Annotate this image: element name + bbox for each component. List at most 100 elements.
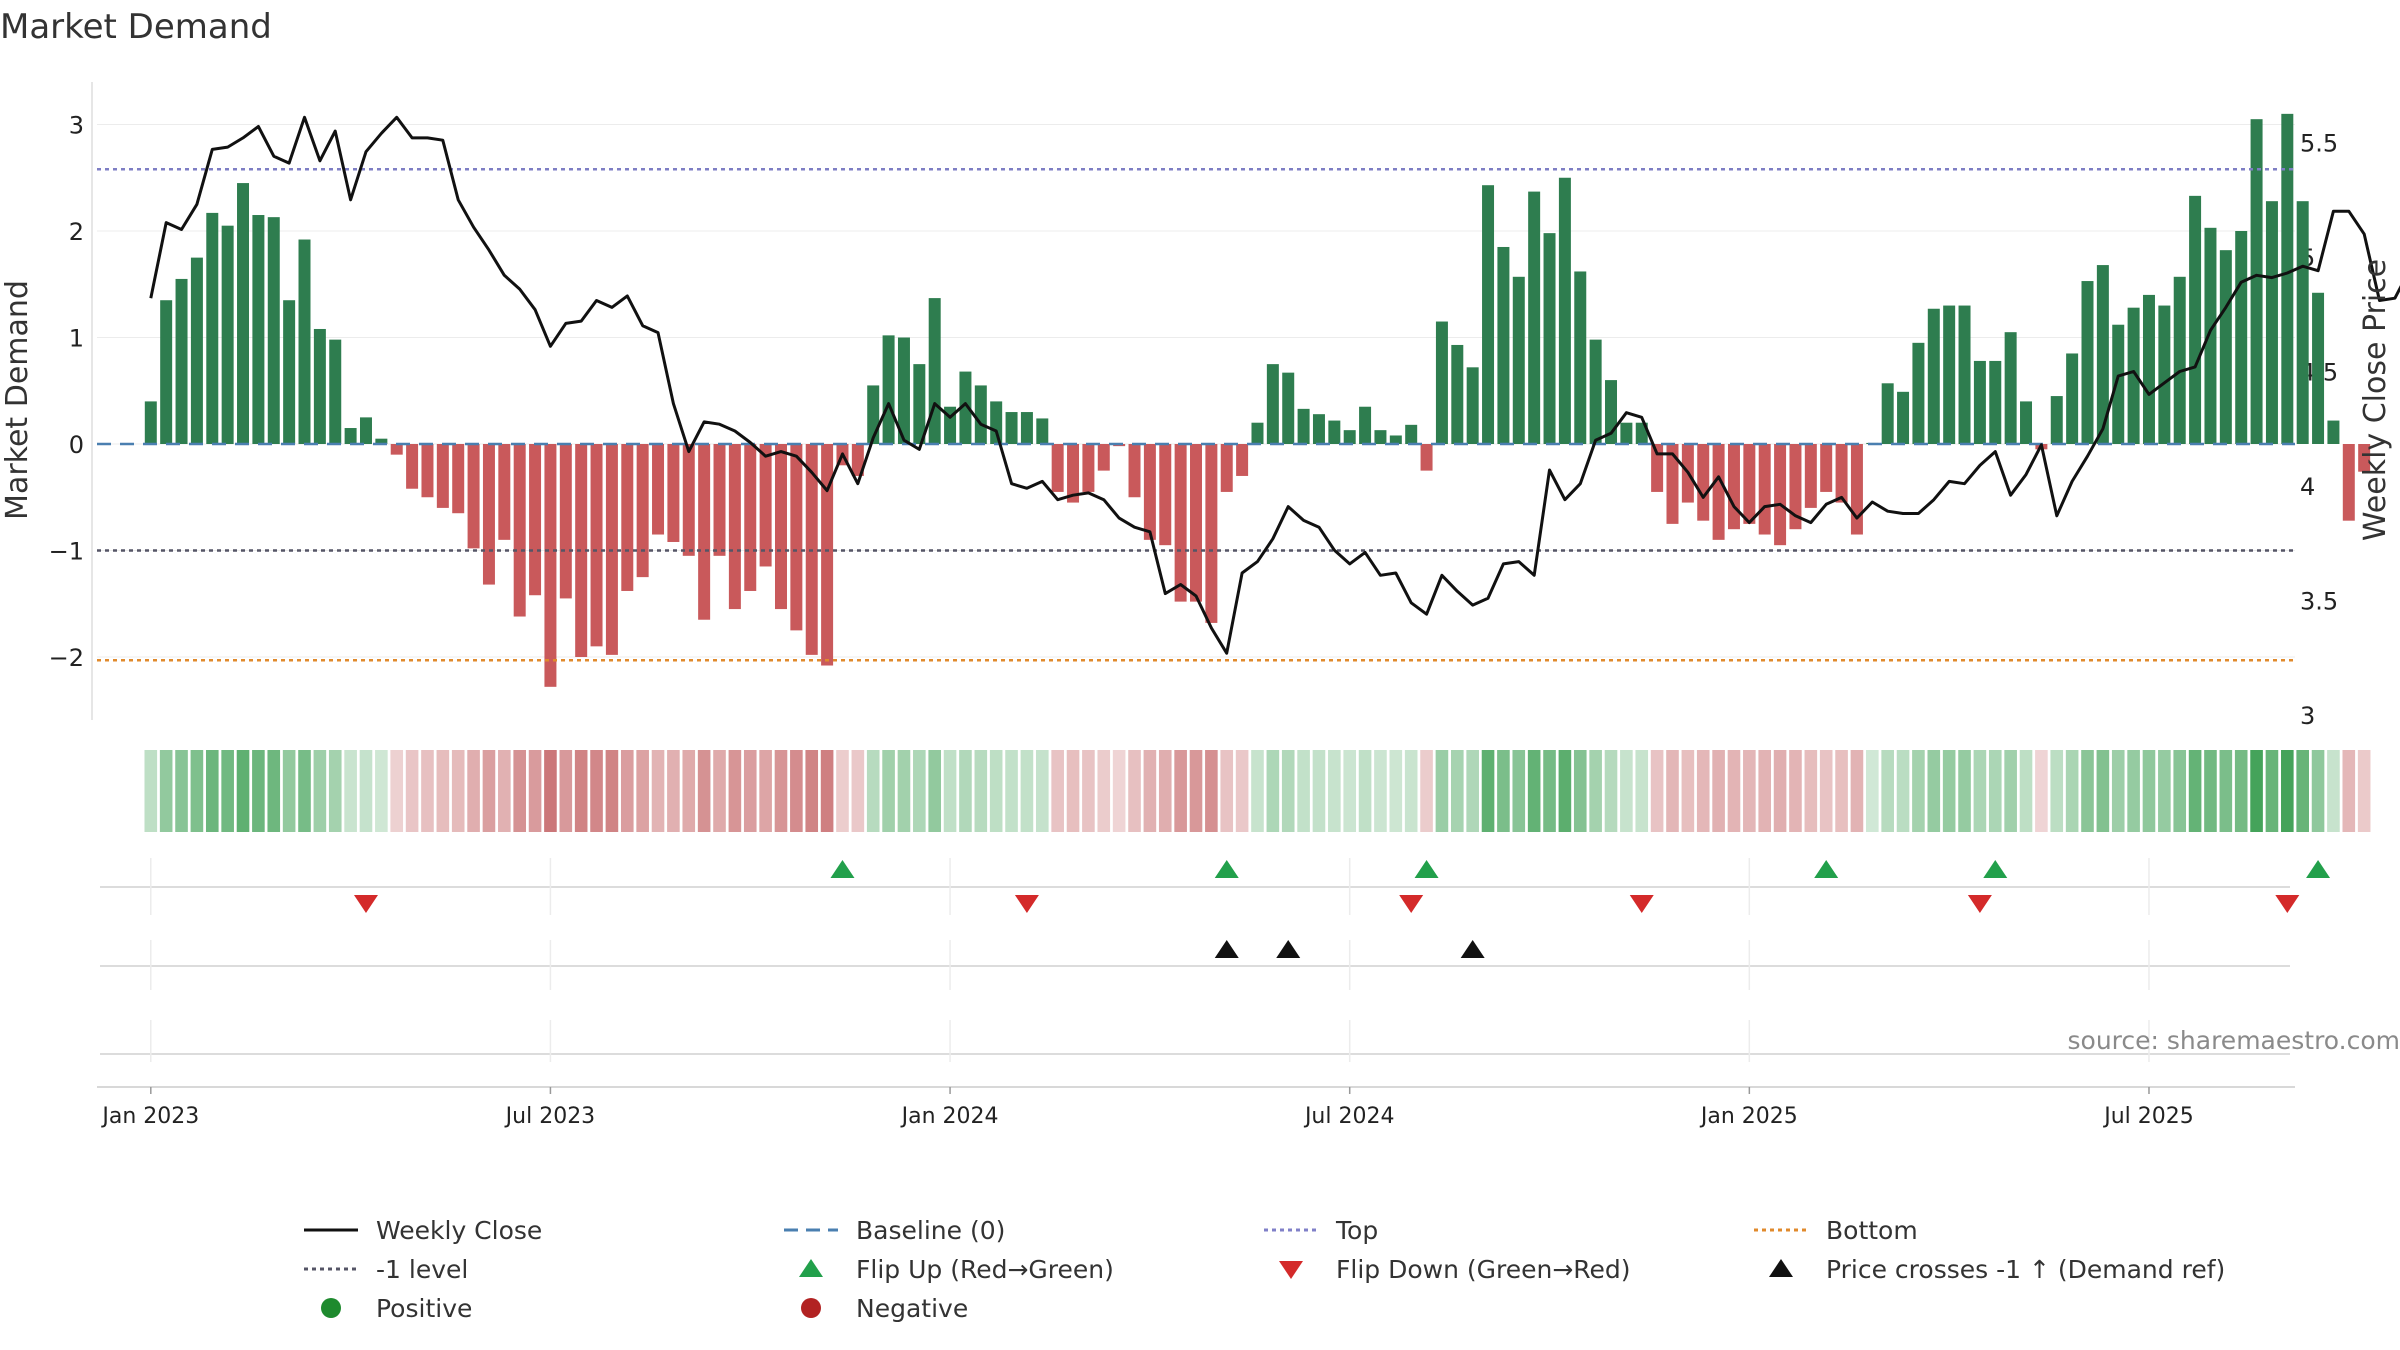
heat-cell: [774, 750, 788, 832]
demand-bar: [452, 444, 465, 514]
demand-bar: [1589, 339, 1602, 444]
x-tick-label: Jan 2023: [100, 1104, 199, 1129]
heat-cell: [405, 750, 419, 832]
demand-bar: [1297, 408, 1310, 444]
demand-bar: [2050, 396, 2063, 444]
demand-bar: [1774, 444, 1787, 546]
demand-bar: [2158, 305, 2171, 444]
demand-bar: [2173, 276, 2186, 444]
demand-bar: [1174, 444, 1187, 602]
demand-bar: [206, 212, 219, 444]
heat-cell: [1450, 750, 1464, 832]
y-axis-label: Market Demand: [0, 280, 35, 520]
demand-bar: [190, 257, 203, 444]
heat-cell: [1681, 750, 1695, 832]
heat-cell: [913, 750, 926, 832]
heat-cell: [1497, 750, 1510, 832]
heat-cell: [2219, 750, 2233, 832]
demand-bar: [1958, 305, 1971, 444]
heat-cell: [1527, 750, 1541, 832]
demand-bar: [421, 444, 434, 498]
heat-cell: [144, 750, 158, 832]
demand-bar: [913, 364, 926, 444]
demand-bar: [1020, 412, 1033, 444]
demand-bar: [1635, 422, 1648, 444]
heat-cell: [513, 750, 526, 832]
heat-cell: [1666, 750, 1679, 832]
legend-swatch: [1279, 1261, 1303, 1279]
heat-cell: [1650, 750, 1664, 832]
demand-bar: [1697, 444, 1710, 521]
demand-bar: [897, 337, 910, 444]
legend-swatch: [321, 1298, 341, 1318]
flip-down-marker: [2275, 895, 2300, 913]
y2-tick-label: 5.5: [2300, 130, 2338, 158]
demand-bar: [1036, 418, 1049, 444]
heat-cell: [866, 750, 880, 832]
heat-cell: [759, 750, 772, 832]
signal-rows: [97, 858, 2331, 1088]
demand-bar: [2358, 444, 2371, 472]
demand-bar: [652, 444, 665, 535]
heat-cell: [1620, 750, 1633, 832]
heat-cell: [2142, 750, 2156, 832]
demand-bar: [2219, 250, 2232, 444]
heat-cell: [836, 750, 849, 832]
heat-cell: [221, 750, 234, 832]
demand-bar: [728, 444, 741, 610]
heat-cell: [851, 750, 865, 832]
heat-cell: [1097, 750, 1111, 832]
demand-bar: [313, 328, 326, 444]
demand-bar: [1927, 308, 1940, 444]
heat-cell: [190, 750, 204, 832]
y-tick-label: 3: [69, 112, 84, 140]
demand-bar: [1082, 444, 1095, 492]
heat-cell: [1066, 750, 1080, 832]
heat-cell: [1512, 750, 1526, 832]
heat-cell: [2265, 750, 2279, 832]
heat-cell: [790, 750, 803, 832]
demand-bar: [1190, 444, 1202, 602]
heat-cell: [344, 750, 357, 832]
demand-bar: [2112, 324, 2125, 444]
heat-cell: [959, 750, 972, 832]
heat-cell: [1912, 750, 1925, 832]
demand-bar: [2250, 119, 2263, 445]
flip-down-marker: [1629, 895, 1654, 913]
heat-cell: [605, 750, 619, 832]
heat-cell: [1973, 750, 1987, 832]
demand-bar: [1143, 444, 1156, 540]
demand-bar: [1620, 422, 1633, 444]
heat-cell: [1404, 750, 1418, 832]
price-cross-marker: [1460, 940, 1485, 958]
demand-bar: [1881, 383, 1894, 444]
demand-bar: [144, 401, 157, 444]
demand-heat-strip: [144, 750, 2371, 832]
legend-label: Weekly Close: [376, 1215, 543, 1245]
heat-cell: [2158, 750, 2171, 832]
demand-bar: [682, 444, 695, 556]
demand-bar: [237, 183, 250, 444]
heat-cell: [544, 750, 557, 832]
heat-cell: [282, 750, 296, 832]
demand-bar: [698, 444, 711, 620]
demand-bar: [513, 444, 526, 617]
x-tick-label: Jul 2025: [2102, 1104, 2194, 1129]
y2-axis-label: Weekly Close Price: [2358, 259, 2393, 541]
heat-cell: [897, 750, 911, 832]
demand-bar: [1497, 246, 1510, 444]
demand-bar: [1266, 364, 1279, 444]
heat-cell: [375, 750, 388, 832]
heat-cell: [2188, 750, 2202, 832]
legend-item: Baseline (0): [780, 1212, 1005, 1248]
heat-cell: [2327, 750, 2340, 832]
y-tick-label: 0: [69, 431, 84, 459]
heat-cell: [1143, 750, 1157, 832]
heat-cell: [590, 750, 603, 832]
heat-cell: [2296, 750, 2309, 832]
demand-bar: [1067, 444, 1080, 503]
demand-bar: [1543, 233, 1556, 444]
heat-cell: [1082, 750, 1095, 832]
heat-cell: [2127, 750, 2140, 832]
heat-cell: [1035, 750, 1049, 832]
